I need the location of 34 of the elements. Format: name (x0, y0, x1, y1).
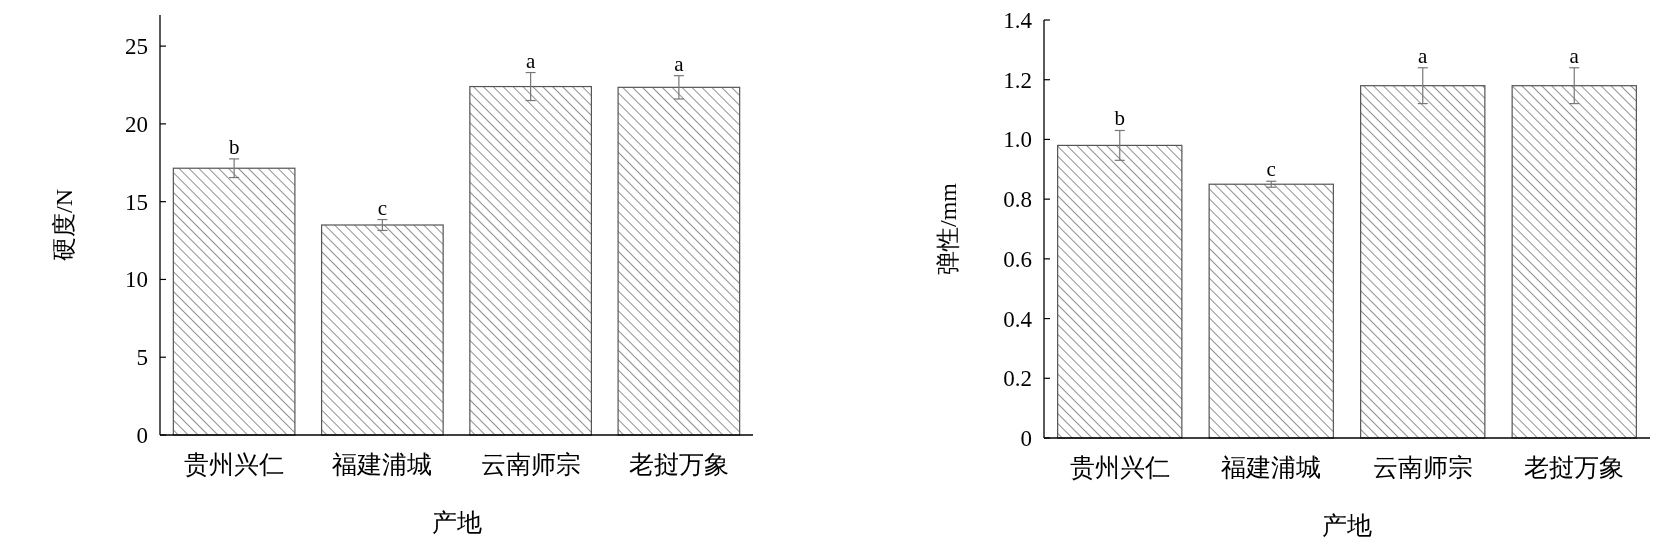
x-tick-label: 贵州兴仁 (184, 451, 285, 478)
y-tick-label: 10 (125, 267, 148, 293)
annotation: a (674, 51, 685, 76)
y-tick-label: 25 (125, 34, 148, 60)
y-tick-label: 5 (136, 345, 148, 371)
x-tick-label: 云南师宗 (1372, 454, 1473, 481)
y-tick-label: 1.2 (1003, 67, 1032, 93)
annotation: b (1114, 106, 1125, 131)
annotation: a (1418, 43, 1429, 68)
y-tick-label: 1.0 (1003, 127, 1032, 153)
x-axis-title: 产地 (431, 509, 482, 536)
annotation: a (1569, 43, 1580, 68)
y-tick-label: 0.4 (1003, 306, 1033, 332)
y-tick-label: 1.4 (1003, 8, 1033, 33)
annotation: c (1266, 157, 1276, 182)
x-tick-label: 老挝万象 (1524, 454, 1625, 481)
x-tick-label: 老挝万象 (628, 451, 729, 478)
y-axis-title: 弹性/mm (935, 182, 961, 276)
annotation: b (228, 134, 240, 159)
annotation: a (525, 48, 536, 73)
y-axis-title: 硬度/N (51, 189, 77, 261)
x-tick-label: 云南师宗 (480, 451, 581, 478)
y-tick-label: 0.6 (1003, 246, 1032, 272)
x-tick-label: 贵州兴仁 (1069, 454, 1170, 481)
y-tick-label: 0 (136, 423, 148, 448)
x-tick-label: 福建浦城 (332, 451, 433, 478)
y-tick-label: 0.8 (1003, 187, 1032, 213)
y-tick-label: 0 (1020, 426, 1032, 451)
y-tick-label: 0.2 (1003, 366, 1032, 392)
annotation: c (377, 195, 388, 220)
x-tick-label: 福建浦城 (1221, 454, 1322, 481)
x-axis-title: 产地 (1322, 512, 1372, 539)
y-tick-label: 15 (125, 189, 148, 215)
y-tick-label: 20 (125, 111, 148, 137)
